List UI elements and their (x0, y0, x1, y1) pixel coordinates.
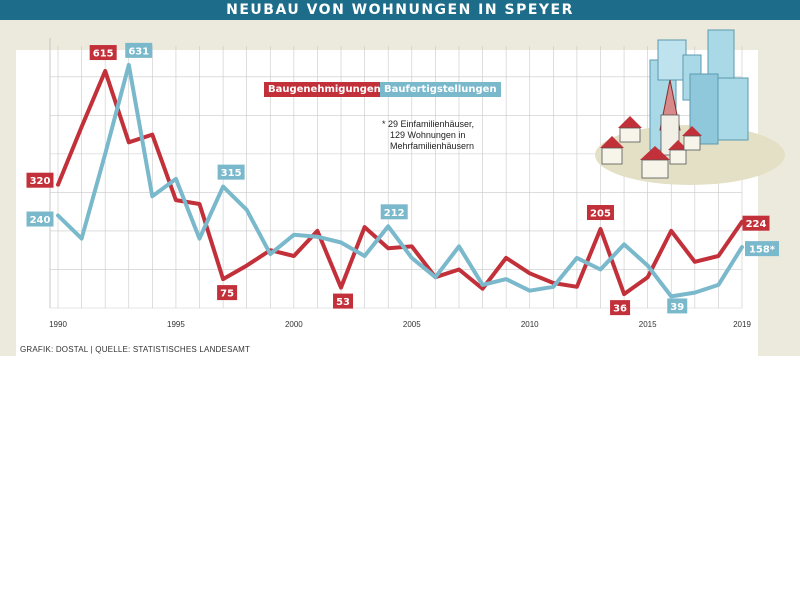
legend-baufertigstellungen: Baufertigstellungen (380, 82, 501, 97)
series-line-baufertigstellungen (56, 62, 744, 299)
data-label-box (217, 164, 245, 180)
data-label-group: 315 (217, 164, 245, 180)
data-label-group: 75 (217, 285, 238, 301)
data-label-group: 240 (26, 211, 54, 227)
plot-area (16, 50, 758, 356)
x-tick-label: 2015 (639, 320, 657, 329)
data-label-box (26, 211, 54, 227)
data-label-group: 631 (125, 42, 153, 58)
data-label-box (742, 215, 770, 231)
x-tick-label: 2010 (521, 320, 539, 329)
data-label-box (333, 293, 354, 309)
data-label-group: 205 (586, 205, 614, 221)
x-tick-label: 2005 (403, 320, 421, 329)
source-credit: GRAFIK: DOSTAL | QUELLE: STATISTISCHES L… (20, 345, 251, 354)
data-label-group: 39 (667, 298, 688, 314)
data-label-box (610, 300, 631, 316)
data-label: 631 (128, 46, 149, 57)
x-tick-label: 2019 (733, 320, 751, 329)
data-label: 224 (746, 219, 767, 230)
data-label-box (745, 241, 779, 257)
footnote: * 29 Einfamilienhäuser, 129 Wohnungen in… (382, 119, 474, 152)
data-label: 36 (613, 304, 627, 315)
data-label-box (26, 172, 54, 188)
data-label: 212 (384, 208, 405, 219)
data-label-group: 158* (745, 241, 779, 257)
data-label-box (586, 205, 614, 221)
data-label-group: 320 (26, 172, 54, 188)
data-label-group: 212 (380, 204, 408, 220)
footnote-line-2: 129 Wohnungen in (390, 130, 466, 140)
chart-title: NEUBAU VON WOHNUNGEN IN SPEYER (0, 0, 800, 20)
data-label: 53 (336, 297, 350, 308)
data-label-group: 36 (610, 300, 631, 316)
data-label: 320 (30, 176, 51, 187)
data-label: 205 (590, 209, 611, 220)
series-line-baugenehmigungen (56, 69, 744, 297)
data-label-box (667, 298, 688, 314)
data-label-group: 53 (333, 293, 354, 309)
data-label-box (217, 285, 238, 301)
data-label-box (125, 42, 153, 58)
data-label-group: 224 (742, 215, 770, 231)
data-label: 615 (93, 49, 114, 60)
data-label-box (89, 45, 117, 61)
data-labels: 320 615 75 53 205 36 224 240 631 315 212 39 158* (26, 42, 779, 316)
data-label-group: 615 (89, 45, 117, 61)
footnote-line-3: Mehrfamilienhäusern (390, 141, 475, 151)
houses-illustration (595, 29, 785, 185)
data-label-box (380, 204, 408, 220)
data-label: 315 (221, 168, 242, 179)
data-label: 158* (749, 245, 776, 256)
data-label: 240 (30, 215, 51, 226)
x-axis-ticks: 1990 1995 2000 2005 2010 2015 2019 (49, 320, 751, 329)
footnote-line-1: * 29 Einfamilienhäuser, (382, 119, 475, 129)
x-tick-label: 2000 (285, 320, 303, 329)
line-chart: 1990 1995 2000 2005 2010 2015 2019 320 615 75 53 2… (26, 29, 785, 329)
legend-baugenehmigungen: Baugenehmigungen (264, 82, 385, 97)
data-label: 75 (220, 289, 234, 300)
x-tick-label: 1990 (49, 320, 67, 329)
data-label: 39 (670, 302, 684, 313)
series-lines (56, 62, 744, 299)
x-tick-label: 1995 (167, 320, 185, 329)
